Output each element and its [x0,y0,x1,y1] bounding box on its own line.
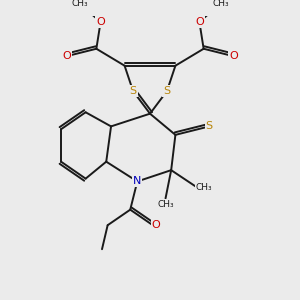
Text: N: N [133,176,142,186]
Text: S: S [164,86,170,96]
Text: CH₃: CH₃ [212,0,229,8]
Text: S: S [130,86,136,96]
Text: S: S [206,122,213,131]
Text: O: O [62,51,71,61]
Text: CH₃: CH₃ [157,200,174,208]
Text: O: O [229,51,238,61]
Text: CH₃: CH₃ [195,183,212,192]
Text: O: O [195,17,204,27]
Text: CH₃: CH₃ [71,0,88,8]
Text: O: O [96,17,105,27]
Text: O: O [152,220,161,230]
